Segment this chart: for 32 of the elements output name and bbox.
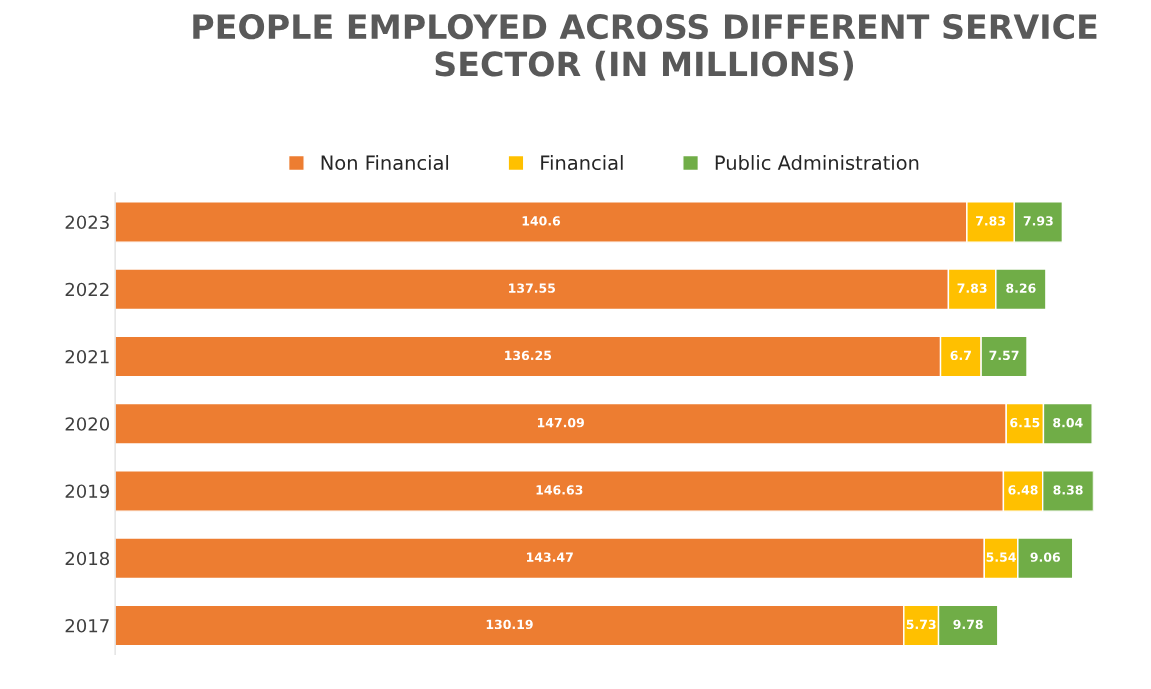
data-label: 137.55: [509, 283, 555, 293]
data-label: 140.6: [522, 216, 561, 226]
legend-label: Non Financial: [321, 155, 449, 171]
data-label: 9.78: [953, 619, 983, 630]
data-label: 8.38: [1053, 485, 1083, 495]
chart-title: PEOPLE EMPLOYED ACROSS DIFFERENT SERVICE SECTOR (IN MILLIONS): [193, 14, 1097, 81]
data-label: 7.93: [1023, 216, 1053, 226]
y-tick-label: 2023: [65, 215, 109, 230]
data-label: 6.7: [950, 350, 971, 361]
data-label: 143.47: [526, 552, 573, 562]
data-label: 6.15: [1010, 417, 1040, 428]
y-tick-label: 2022: [65, 282, 109, 297]
data-label: 147.09: [537, 417, 584, 428]
y-tick-label: 2021: [65, 349, 109, 364]
y-tick-label: 2017: [65, 618, 109, 633]
data-label: 5.73: [906, 619, 936, 630]
data-label: 7.83: [976, 216, 1006, 226]
data-label: 7.83: [957, 283, 987, 293]
data-label: 136.25: [505, 350, 552, 361]
y-tick-label: 2018: [65, 551, 109, 566]
y-tick-label: 2019: [65, 484, 109, 499]
data-label: 130.19: [486, 619, 533, 630]
y-tick-label: 2020: [65, 417, 110, 431]
legend-label: Public Administration: [715, 155, 919, 171]
data-label: 8.26: [1006, 283, 1036, 293]
data-label: 8.04: [1053, 417, 1083, 428]
legend-label: Financial: [541, 155, 623, 171]
data-label: 6.48: [1008, 485, 1038, 495]
data-label: 146.63: [536, 485, 583, 495]
data-label: 9.06: [1030, 552, 1061, 562]
data-label: 5.54: [986, 552, 1016, 562]
data-label: 7.57: [989, 350, 1019, 361]
